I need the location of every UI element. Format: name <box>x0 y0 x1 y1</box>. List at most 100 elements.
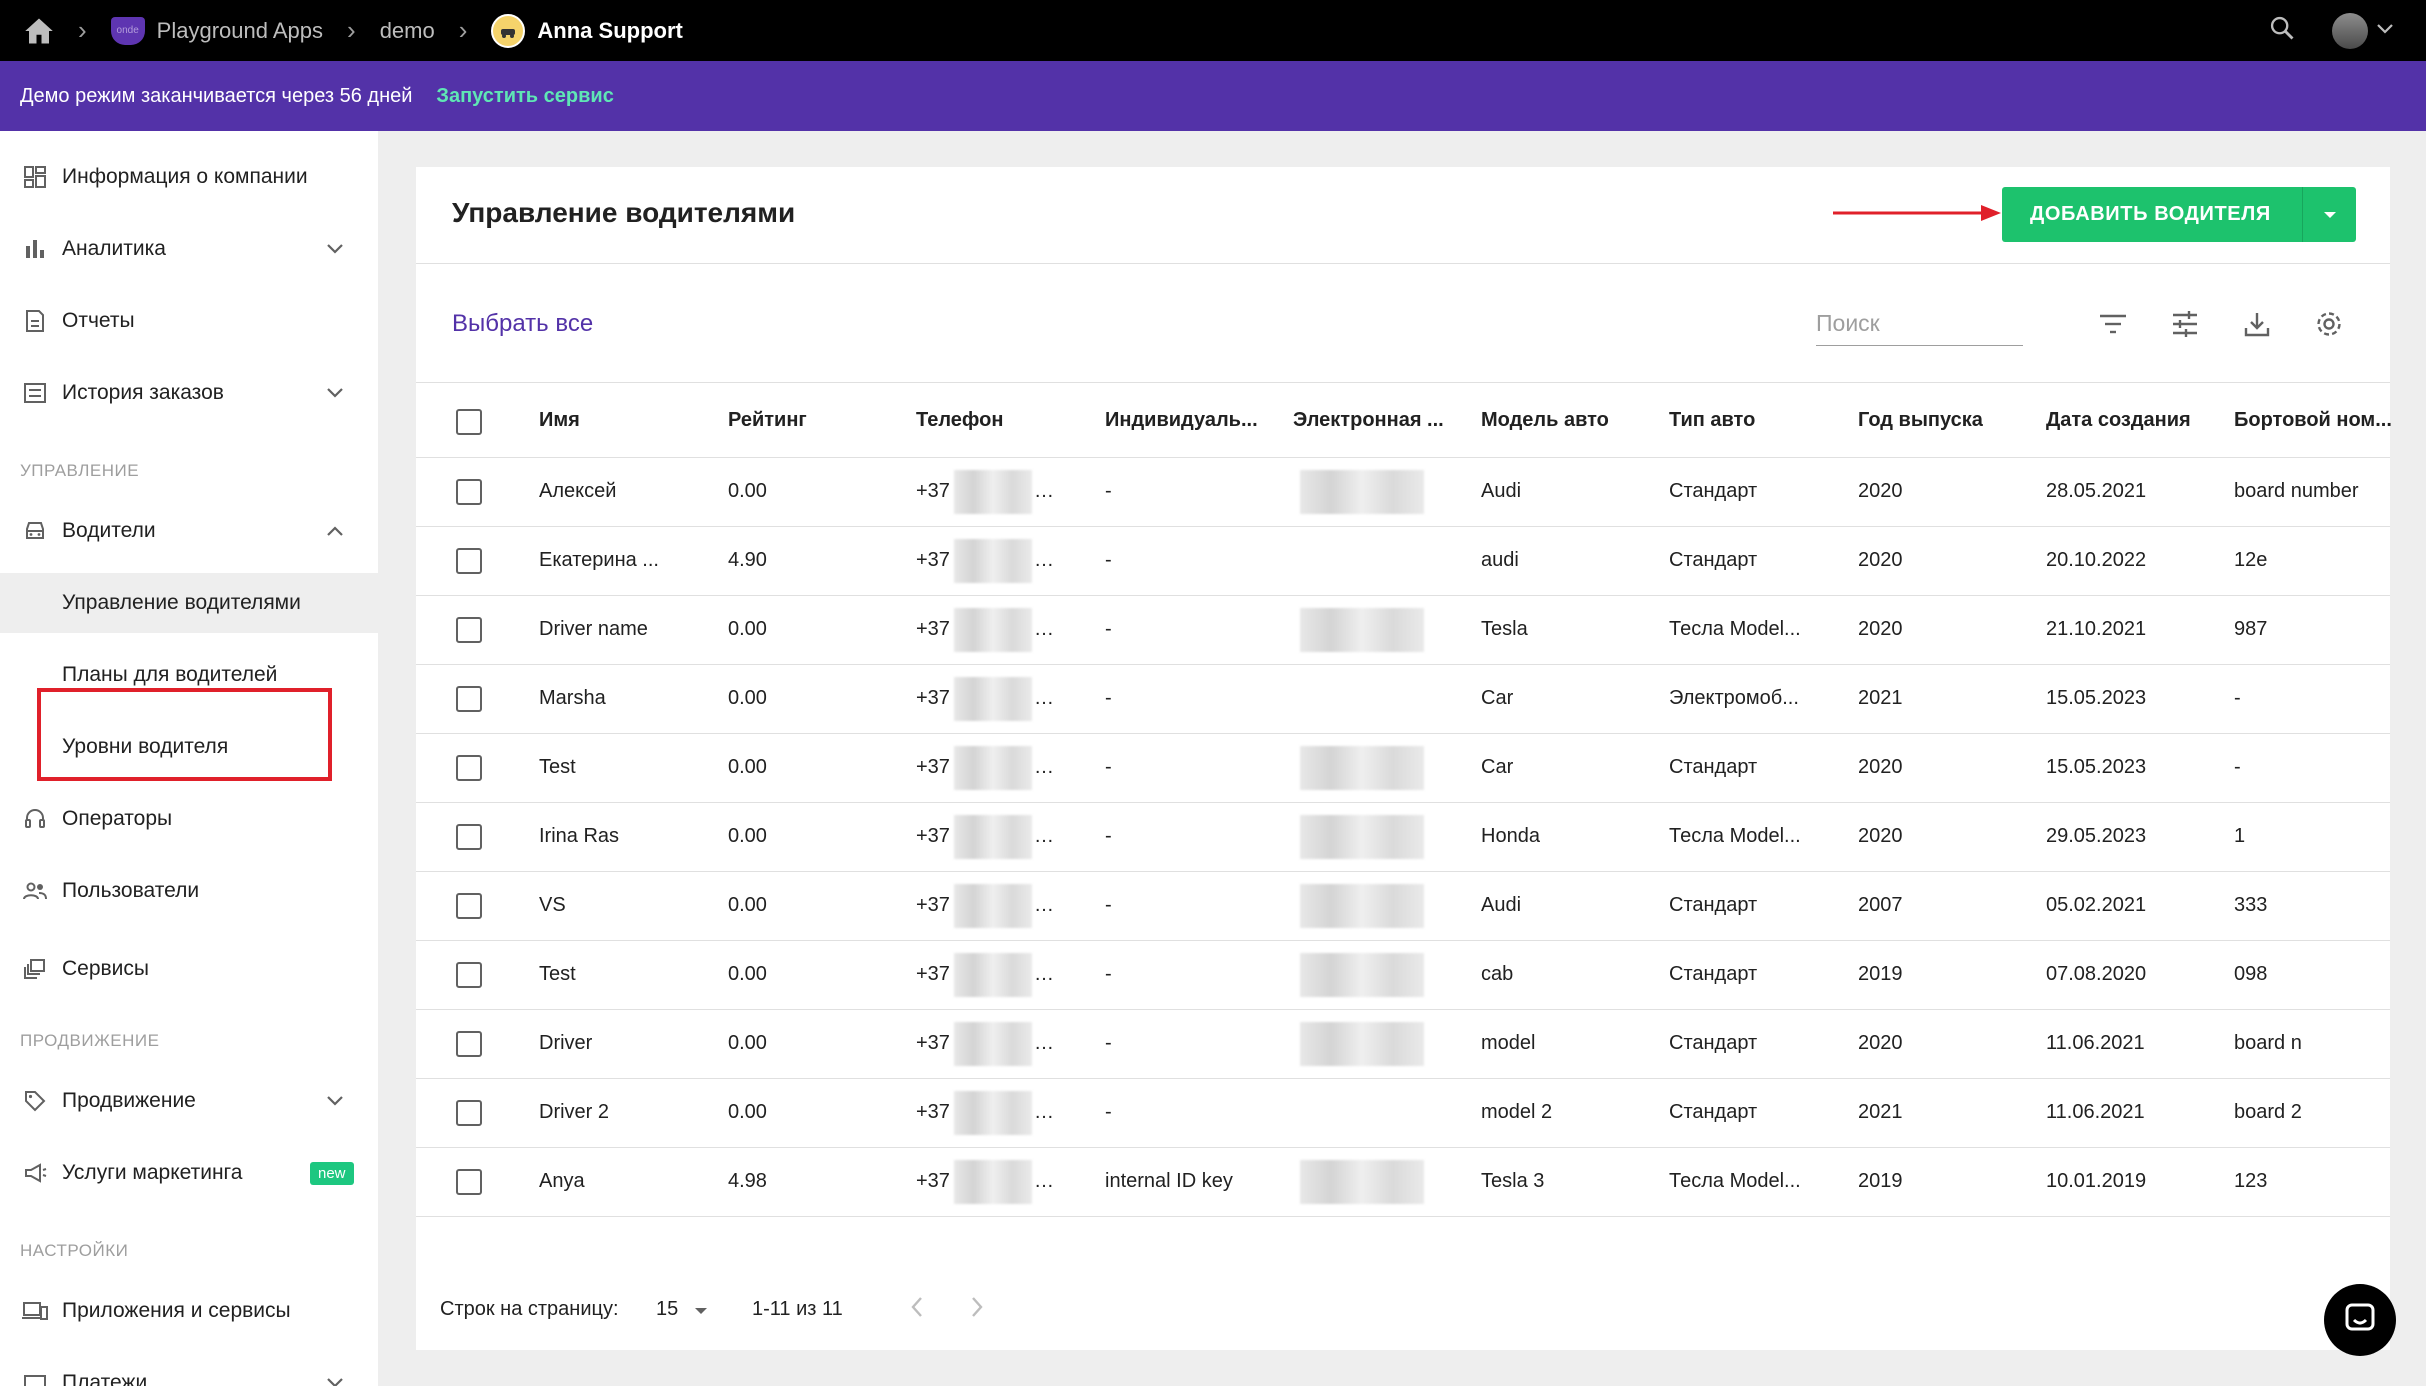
sidebar-item-reports[interactable]: Отчеты <box>0 291 378 351</box>
select-all-button[interactable]: Выбрать все <box>452 310 594 337</box>
gear-icon[interactable] <box>2312 307 2346 341</box>
column-header-car-type[interactable]: Тип авто <box>1669 409 1756 431</box>
sidebar-item-label: Уровни водителя <box>62 735 229 758</box>
redacted-email <box>1300 1160 1424 1204</box>
cell-type: Стандарт <box>1669 1032 1758 1054</box>
cell-model: Audi <box>1481 894 1522 916</box>
sidebar-item-services[interactable]: Сервисы <box>0 939 378 999</box>
breadcrumb-label: demo <box>379 17 435 43</box>
megaphone-icon <box>22 1160 48 1186</box>
sidebar-item-label: Информация о компании <box>62 165 308 188</box>
sidebar-item-driver-management[interactable]: Управление водителями <box>0 573 378 633</box>
chevron-down-icon <box>326 238 344 261</box>
prev-page-icon[interactable] <box>910 1296 924 1325</box>
launch-service-link[interactable]: Запустить сервис <box>436 84 614 107</box>
next-page-icon[interactable] <box>970 1296 984 1325</box>
download-icon[interactable] <box>2240 307 2274 341</box>
table-row[interactable]: Test 0.00 +37- Car Стандарт 2020 15.05.2023-… <box>416 734 2390 803</box>
sidebar-item-label: Аналитика <box>62 237 166 260</box>
sidebar-item-drivers[interactable]: Водители <box>0 501 378 561</box>
cell-board: 123 <box>2234 1170 2268 1192</box>
chat-icon <box>2343 1301 2377 1340</box>
sidebar-item-operators[interactable]: Операторы <box>0 789 378 849</box>
redacted-phone <box>954 677 1032 721</box>
filter-icon[interactable] <box>2096 307 2130 341</box>
row-checkbox[interactable] <box>456 893 482 919</box>
row-checkbox[interactable] <box>456 686 482 712</box>
search-icon[interactable] <box>2268 14 2296 47</box>
tune-icon[interactable] <box>2168 307 2202 341</box>
row-checkbox[interactable] <box>456 824 482 850</box>
table-row[interactable]: Driver name 0.00 +37 - Tesla Тесла Model... 20… <box>416 596 2390 665</box>
chevron-down-icon[interactable] <box>2376 22 2394 40</box>
breadcrumb-anna-support[interactable]: Anna Support <box>491 13 683 48</box>
row-checkbox[interactable] <box>456 548 482 574</box>
sidebar-item-users[interactable]: Пользователи <box>0 861 378 921</box>
sidebar-item-order-history[interactable]: История заказов <box>0 363 378 423</box>
row-checkbox[interactable] <box>456 1100 482 1126</box>
cell-ind: - <box>1105 1032 1112 1054</box>
cell-model: Car <box>1481 756 1514 778</box>
breadcrumb-demo[interactable]: demo <box>380 18 435 44</box>
caret-down-icon[interactable] <box>2302 187 2356 242</box>
column-header-year[interactable]: Год выпуска <box>1858 409 1983 431</box>
chat-launcher-button[interactable] <box>2324 1284 2396 1356</box>
home-icon[interactable] <box>24 17 54 45</box>
select-all-checkbox[interactable] <box>456 409 482 435</box>
cell-rating: 0.00 <box>728 825 767 847</box>
sidebar-item-label: История заказов <box>62 381 224 404</box>
sidebar-item-promotion[interactable]: Продвижение <box>0 1071 378 1131</box>
dashboard-icon <box>22 164 48 190</box>
sidebar-item-driver-plans[interactable]: Планы для водителей <box>0 645 378 705</box>
rows-per-page-select[interactable]: 15 <box>656 1298 708 1321</box>
cell-model: Tesla 3 <box>1481 1170 1545 1192</box>
divider <box>416 457 2390 458</box>
cell-year: 2020 <box>1858 825 1903 847</box>
redacted-phone <box>954 1022 1032 1066</box>
table-row[interactable]: Anya 4.98 +37 internal ID key Tesla 3 Тесла M… <box>416 1148 2390 1217</box>
row-checkbox[interactable] <box>456 479 482 505</box>
row-checkbox[interactable] <box>456 1031 482 1057</box>
column-header-rating[interactable]: Рейтинг <box>728 409 807 431</box>
table-row[interactable]: Алексей 0.00 +37 - Audi Стандарт 2020 28.05.202… <box>416 458 2390 527</box>
table-row[interactable]: Irina Ras 0.00 +37 - Honda Тесла Model... 2020… <box>416 803 2390 872</box>
user-avatar[interactable] <box>2332 12 2368 49</box>
breadcrumb-playground-apps[interactable]: onde Playground Apps <box>110 16 323 45</box>
row-checkbox[interactable] <box>456 962 482 988</box>
table-row[interactable]: Marsha 0.00 +37 - Car Электромоб... 2021 15.05.… <box>416 665 2390 734</box>
table-row[interactable]: Test 0.00 +37 - cab Стандарт 2019 07.08.2020 098… <box>416 941 2390 1010</box>
cell-board: 12e <box>2234 549 2268 571</box>
services-icon <box>22 956 48 982</box>
column-header-created[interactable]: Дата создания <box>2046 409 2191 431</box>
column-header-board-number[interactable]: Бортовой ном... <box>2234 409 2392 431</box>
table-row[interactable]: VS 0.00 +37- Audi Стандарт 2007 05.02.2021 333… <box>416 872 2390 941</box>
row-checkbox[interactable] <box>456 617 482 643</box>
sidebar-item-driver-levels[interactable]: Уровни водителя <box>0 717 378 777</box>
cell-phone: +37 <box>916 687 950 709</box>
search-input[interactable]: Поиск <box>1816 302 2023 346</box>
column-header-email[interactable]: Электронная ... <box>1293 409 1444 431</box>
column-header-car-model[interactable]: Модель авто <box>1481 409 1609 431</box>
sidebar-item-label: Услуги маркетинга <box>62 1161 243 1184</box>
add-driver-button[interactable]: ДОБАВИТЬ ВОДИТЕЛЯ <box>2002 187 2356 242</box>
sidebar-item-marketing[interactable]: Услуги маркетинга new <box>0 1143 378 1203</box>
table-row[interactable]: Driver 2 0.00 +37 - model 2 Стандарт 2021 11.06… <box>416 1079 2390 1148</box>
sidebar-item-apps[interactable]: Приложения и сервисы <box>0 1281 378 1341</box>
row-checkbox[interactable] <box>456 755 482 781</box>
table-row[interactable]: Екатерина ... 4.90 +37 - audi Стандарт 2020 20.… <box>416 527 2390 596</box>
highlight-annotation-box <box>37 688 332 781</box>
cell-rating: 0.00 <box>728 1032 767 1054</box>
column-header-individual[interactable]: Индивидуаль... <box>1105 409 1258 431</box>
sidebar-item-company-info[interactable]: Информация о компании <box>0 147 378 207</box>
table-row[interactable]: Driver 0.00 +37 - model Стандарт 2020 11.06.202… <box>416 1010 2390 1079</box>
column-header-name[interactable]: Имя <box>539 409 580 431</box>
sidebar-item-payments[interactable]: Платежи <box>0 1353 378 1386</box>
sidebar-item-analytics[interactable]: Аналитика <box>0 219 378 279</box>
row-checkbox[interactable] <box>456 1169 482 1195</box>
cell-year: 2020 <box>1858 1032 1903 1054</box>
column-header-phone[interactable]: Телефон <box>916 409 1004 431</box>
cell-created: 05.02.2021 <box>2046 894 2147 916</box>
cell-name: VS <box>539 894 566 916</box>
cell-board: board number <box>2234 480 2359 502</box>
cell-ind: - <box>1105 756 1112 778</box>
